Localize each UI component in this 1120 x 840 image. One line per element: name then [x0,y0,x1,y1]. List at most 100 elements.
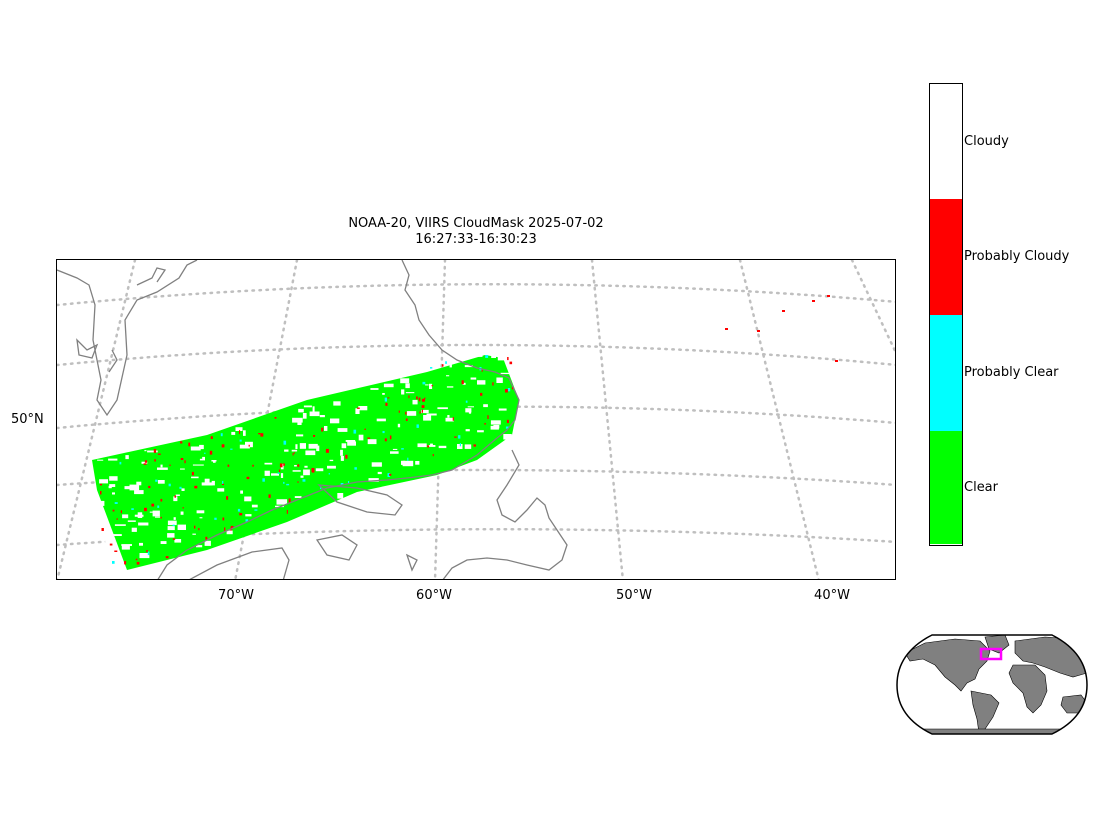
cloudy-pixel [155,516,161,518]
probably-cloudy-pixel [288,498,291,503]
probably-cloudy-pixel [221,444,225,448]
cloudy-pixel [347,441,356,446]
probably-cloudy-pixel [209,450,213,455]
cloudy-pixel [496,377,503,383]
cloudy-pixel [497,356,504,361]
cloudy-pixel [305,450,316,456]
cloudy-pixel [199,458,203,461]
cloudy-pixel [177,524,186,530]
probably-clear-pixel [254,509,258,511]
cloudy-pixel [390,451,399,454]
cloudy-pixel [337,428,348,432]
cloudy-pixel [438,445,447,449]
probably-clear-pixel [353,429,357,434]
parallel-line [57,343,895,367]
probably-clear-pixel [387,473,391,477]
colorbar-segment-cloudy [930,84,962,199]
cloudy-pixel [430,443,433,446]
cloudy-pixel [112,492,115,495]
probably-cloudy-pixel [297,481,299,483]
cloudy-pixel [465,429,470,432]
probably-cloudy-pixel [405,411,407,415]
cloudy-pixel [239,444,250,449]
probably-cloudy-pixel [144,460,148,463]
probably-clear-pixel [283,481,285,484]
cloudy-pixel [108,458,118,461]
probably-cloudy-pixel [191,471,194,476]
cloudy-pixel [245,514,252,517]
probably-clear-pixel [277,472,280,474]
probably-cloudy-pixel [481,368,483,372]
meridian-line [850,260,895,354]
probably-cloudy-pixel [99,483,103,486]
cloudy-pixel [402,460,414,467]
colorbar [929,83,963,546]
cloudmask-map [57,260,895,579]
probably-cloudy-pixel [148,485,151,489]
cloudy-pixel [446,375,450,377]
colorbar-segment-clear [930,431,962,544]
probably-cloudy-pixel [507,357,509,361]
cloudy-pixel [211,460,217,462]
cloudy-pixel [465,408,472,413]
probably-clear-pixel [407,457,409,461]
cloudy-pixel [298,408,304,413]
probably-cloudy-pixel [416,396,418,400]
cloudy-pixel [371,462,382,467]
probably-cloudy-pixel [454,436,457,438]
cloudy-pixel [196,510,205,514]
probably-cloudy-pixel [172,538,176,540]
cloudy-pixel [296,434,304,437]
cloudy-pixel [204,540,211,546]
cloudy-pixel [138,522,149,526]
probably-cloudy-pixel [385,402,388,406]
probably-cloudy-pixel [101,528,104,531]
cloudy-pixel [470,377,477,380]
coastline [189,547,290,579]
cloudy-pixel [180,468,185,470]
colorbar-segment-probably-cloudy [930,199,962,315]
probably-clear-pixel [168,483,171,487]
probably-cloudy-pixel [398,410,400,413]
probably-clear-pixel [320,486,322,490]
cloudy-pixel [226,530,233,535]
parallel-line [57,282,895,307]
cloudy-pixel [292,470,301,472]
cloudy-pixel [445,417,454,422]
cloudy-pixel [292,417,303,423]
cloudy-pixel [175,494,180,496]
cloudy-pixel [196,545,203,548]
probably-cloudy-pixel [114,550,118,552]
cloudy-pixel [376,418,386,422]
probably-clear-pixel [237,508,241,512]
probably-cloudy-pixel [135,558,138,561]
cloudy-pixel [180,511,184,515]
cloudy-pixel [324,426,328,431]
cloudy-pixel [397,423,401,428]
probably-cloudy-pixel [511,386,514,390]
cloudy-pixel [291,449,298,452]
cloudy-pixel [392,448,398,450]
probably-cloudy-pixel [835,360,838,362]
swath-clear-area [92,355,519,570]
cloudy-pixel [134,490,144,495]
probably-cloudy-pixel [418,397,421,402]
cloudy-pixel [125,455,129,460]
x-tick-label: 60°W [416,588,452,603]
cloudy-pixel [141,461,148,464]
cloudy-pixel [295,444,298,449]
probably-clear-pixel [459,443,461,447]
probably-cloudy-pixel [112,509,115,512]
probably-cloudy-pixel [408,395,410,399]
cloudy-pixel [370,388,379,390]
cloudy-pixel [204,478,210,485]
cloudy-pixel [490,425,499,430]
cloudy-pixel [174,539,182,543]
probably-cloudy-pixel [230,525,234,529]
cloudy-pixel [244,496,252,502]
figure-title: NOAA-20, VIIRS CloudMask 2025-07-02 16:2… [56,216,896,248]
cloudy-pixel [477,380,486,385]
cloudy-pixel [299,443,306,449]
cloudy-pixel [355,408,360,414]
probably-clear-pixel [507,388,511,392]
